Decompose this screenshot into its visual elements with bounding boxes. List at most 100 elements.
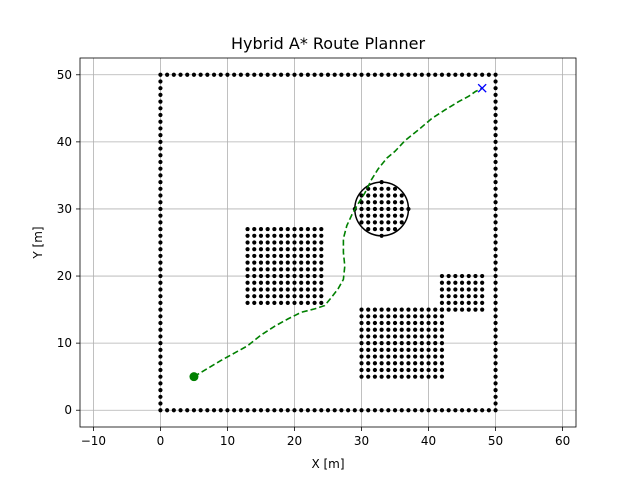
obstacle-circle-point <box>379 180 384 185</box>
obstacle-rect-2-point <box>392 361 398 366</box>
obstacle-rect-2-point <box>406 314 411 319</box>
obstacle-rect-1-point <box>319 247 324 252</box>
boundary-point <box>278 72 284 77</box>
obstacle-rect-2-point <box>392 341 398 346</box>
obstacle-circle-point <box>392 213 398 218</box>
boundary-point <box>158 213 163 218</box>
obstacle-rect-2-point <box>426 314 431 319</box>
obstacle-rect-1-point <box>245 267 250 272</box>
obstacle-rect-1-point <box>265 287 270 292</box>
obstacle-rect-2-point <box>386 367 391 373</box>
boundary-point <box>158 334 163 339</box>
obstacle-rect-2-point <box>413 334 418 339</box>
obstacle-rect-3-point <box>439 273 445 279</box>
obstacle-rect-1-point <box>258 287 264 292</box>
boundary-point <box>466 408 471 413</box>
obstacle-rect-2-point <box>413 347 418 352</box>
obstacle-rect-2-point <box>372 320 378 326</box>
obstacle-rect-1-point <box>292 233 297 238</box>
obstacle-rect-1-point <box>285 253 290 259</box>
planned-route-line <box>193 87 483 378</box>
boundary-point <box>493 139 498 144</box>
x-tick-label: 40 <box>421 434 436 448</box>
obstacle-circle-point <box>386 200 391 205</box>
boundary-point <box>312 72 317 77</box>
boundary-point <box>165 408 170 413</box>
obstacle-rect-2-point <box>433 307 438 312</box>
obstacle-circle-point <box>399 206 404 212</box>
boundary-point <box>459 72 465 77</box>
boundary-point <box>453 72 458 77</box>
obstacle-rect-2-point <box>419 367 424 373</box>
obstacle-rect-2-point <box>439 367 445 373</box>
obstacle-rect-3-point <box>446 307 451 312</box>
obstacle-rect-2-point <box>406 361 411 366</box>
boundary-point <box>493 106 498 111</box>
boundary-point <box>319 72 324 77</box>
boundary-point <box>493 220 498 225</box>
y-tick-label: 30 <box>57 202 72 216</box>
obstacle-rect-1-point <box>278 240 284 245</box>
boundary-point <box>493 180 498 185</box>
plot-frame <box>79 57 577 428</box>
obstacle-rect-1-point <box>252 294 257 299</box>
boundary-point <box>278 408 284 413</box>
obstacle-rect-1-point <box>245 233 250 238</box>
obstacle-rect-2-point <box>366 374 371 379</box>
obstacle-rect-2-point <box>399 327 404 332</box>
obstacle-circle-point <box>359 213 364 218</box>
boundary-point <box>158 233 163 238</box>
obstacle-rect-3-point <box>453 300 458 305</box>
boundary-point <box>158 186 163 191</box>
boundary-point <box>158 92 163 97</box>
obstacle-rect-3-point <box>480 294 485 299</box>
obstacle-rect-2-point <box>366 354 371 359</box>
obstacle-rect-2-point <box>406 320 411 326</box>
obstacle-rect-1-point <box>285 273 290 279</box>
obstacle-rect-2-point <box>386 354 391 359</box>
boundary-point <box>158 320 163 326</box>
boundary-point <box>493 99 498 104</box>
obstacle-circle-point <box>386 220 391 225</box>
obstacle-rect-1-point <box>292 280 297 285</box>
boundary-point <box>493 253 498 259</box>
boundary-point <box>426 72 431 77</box>
boundary-point <box>473 408 478 413</box>
boundary-point <box>211 72 217 77</box>
obstacle-rect-2-point <box>426 327 431 332</box>
obstacle-circle-point <box>379 186 384 191</box>
obstacle-circle-point <box>366 226 371 232</box>
obstacle-circle-point <box>392 226 398 232</box>
boundary-point <box>392 72 398 77</box>
obstacle-rect-1-point <box>292 287 297 292</box>
obstacle-rect-2-point <box>419 320 424 326</box>
obstacle-rect-1-point <box>272 233 277 238</box>
obstacle-rect-1-point <box>299 294 304 299</box>
obstacle-rect-1-point <box>312 287 317 292</box>
obstacle-rect-3-point <box>466 294 471 299</box>
obstacle-rect-2-point <box>433 327 438 332</box>
obstacle-rect-3-point <box>453 273 458 279</box>
obstacle-rect-2-point <box>406 334 411 339</box>
obstacle-rect-2-point <box>433 341 438 346</box>
obstacle-rect-1-point <box>258 240 264 245</box>
obstacle-rect-1-point <box>292 253 297 259</box>
boundary-point <box>493 153 498 158</box>
obstacle-rect-1-point <box>312 294 317 299</box>
obstacle-circle-point <box>372 220 378 225</box>
obstacle-rect-1-point <box>278 294 284 299</box>
obstacle-rect-2-point <box>359 374 364 379</box>
obstacle-rect-1-point <box>319 240 324 245</box>
obstacle-rect-1-point <box>305 294 310 299</box>
obstacle-rect-1-point <box>292 247 297 252</box>
x-tick-label: 20 <box>287 434 302 448</box>
boundary-point <box>493 72 498 77</box>
obstacle-rect-1-point <box>305 300 310 305</box>
obstacle-rect-1-point <box>299 253 304 259</box>
boundary-point <box>158 307 163 312</box>
boundary-point <box>158 119 163 124</box>
boundary-point <box>305 72 310 77</box>
boundary-point <box>493 173 498 178</box>
boundary-point <box>158 139 163 144</box>
obstacle-rect-1-point <box>299 280 304 285</box>
